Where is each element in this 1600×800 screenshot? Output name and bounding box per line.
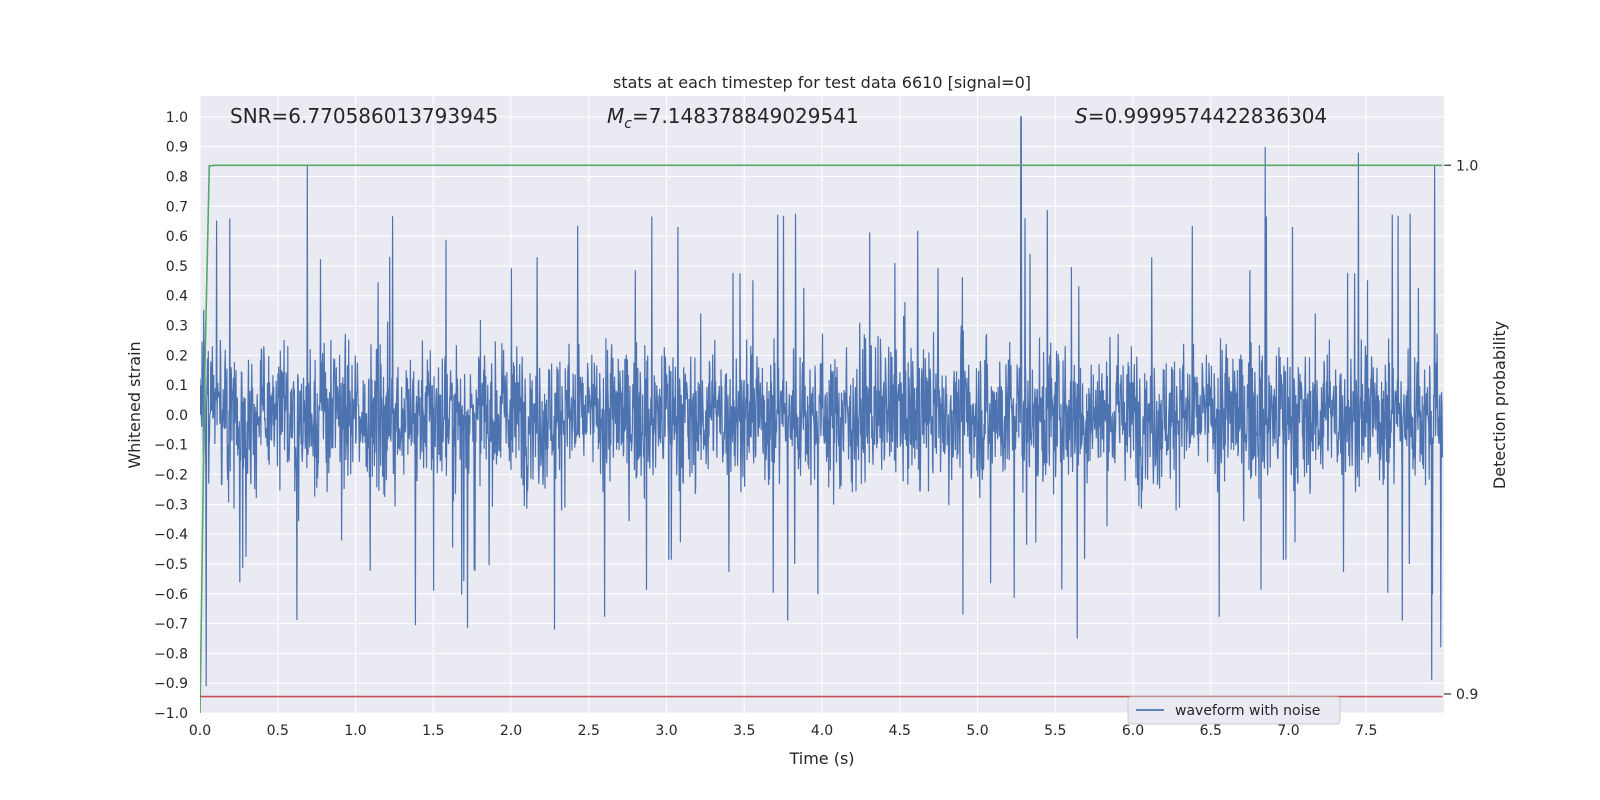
y2-axis-label: Detection probability xyxy=(1490,321,1509,489)
y-tick-label: 0.9 xyxy=(166,140,188,156)
y-tick-label: 0.5 xyxy=(166,259,188,275)
x-tick-label: 3.5 xyxy=(733,723,755,739)
y2-tick-label: 0.9 xyxy=(1456,687,1478,703)
x-tick-label: 5.0 xyxy=(966,723,988,739)
y2-tick-label: 1.0 xyxy=(1456,158,1478,174)
x-tick-label: 7.5 xyxy=(1355,723,1377,739)
x-tick-label: 1.0 xyxy=(344,723,366,739)
s-annotation: S=0.9999574422836304 xyxy=(1075,104,1327,128)
y-tick-label: −0.8 xyxy=(154,646,188,662)
y-tick-label: −0.6 xyxy=(154,587,188,603)
y-tick-label: 0.3 xyxy=(166,319,188,335)
y-tick-label: 0.0 xyxy=(166,408,188,424)
x-tick-label: 2.0 xyxy=(500,723,522,739)
y-tick-label: −0.5 xyxy=(154,557,188,573)
legend-box xyxy=(1127,696,1341,725)
y-tick-label: −0.3 xyxy=(154,497,188,513)
x-tick-label: 7.0 xyxy=(1277,723,1299,739)
x-tick-label: 6.0 xyxy=(1122,723,1144,739)
x-tick-label: 0.0 xyxy=(189,723,211,739)
y-tick-label: 0.6 xyxy=(166,229,188,245)
y-tick-label: 0.7 xyxy=(166,199,188,215)
x-tick-label: 5.5 xyxy=(1044,723,1066,739)
y-tick-label: 0.4 xyxy=(166,289,188,305)
y-tick-label: −0.9 xyxy=(154,676,188,692)
y-tick-label: 1.0 xyxy=(166,110,188,126)
mc-annotation: Mc=7.148378849029541 xyxy=(607,104,859,132)
y-tick-label: −0.2 xyxy=(154,468,188,484)
x-tick-labels: 0.0 0.5 1.0 1.5 2.0 2.5 3.0 3.5 4.0 4.5 5.0 5.5 6.0 6… xyxy=(189,723,1378,739)
x-axis-label: Time (s) xyxy=(788,749,854,768)
y-tick-label: 0.1 xyxy=(166,378,188,394)
x-tick-label: 4.5 xyxy=(889,723,911,739)
y-tick-label: −1.0 xyxy=(154,706,188,722)
y-tick-label: 0.2 xyxy=(166,348,188,364)
y2-tick-labels: 1.0 0.9 xyxy=(1444,158,1478,703)
y-tick-label: −0.1 xyxy=(154,438,188,454)
waveform-line xyxy=(200,116,1443,687)
x-tick-label: 3.0 xyxy=(655,723,677,739)
x-tick-label: 6.5 xyxy=(1200,723,1222,739)
x-tick-label: 2.5 xyxy=(578,723,600,739)
x-tick-label: 1.5 xyxy=(422,723,444,739)
y-tick-labels: 1.0 0.9 0.8 0.7 0.6 0.5 0.4 0.3 0.2 0.1 0.0 −0.1 −0.… xyxy=(154,110,188,722)
y-axis-label: Whitened strain xyxy=(125,341,144,468)
y-tick-label: 0.8 xyxy=(166,169,188,185)
legend: waveform with noise xyxy=(1127,696,1341,725)
y-tick-label: −0.4 xyxy=(154,527,188,543)
snr-annotation: SNR=6.770586013793945 xyxy=(230,104,498,128)
x-tick-label: 4.0 xyxy=(811,723,833,739)
y-tick-label: −0.7 xyxy=(154,617,188,633)
legend-label-waveform: waveform with noise xyxy=(1175,703,1320,719)
chart-title: stats at each timestep for test data 661… xyxy=(613,73,1031,92)
probability-line xyxy=(200,164,1443,713)
x-tick-label: 0.5 xyxy=(267,723,289,739)
